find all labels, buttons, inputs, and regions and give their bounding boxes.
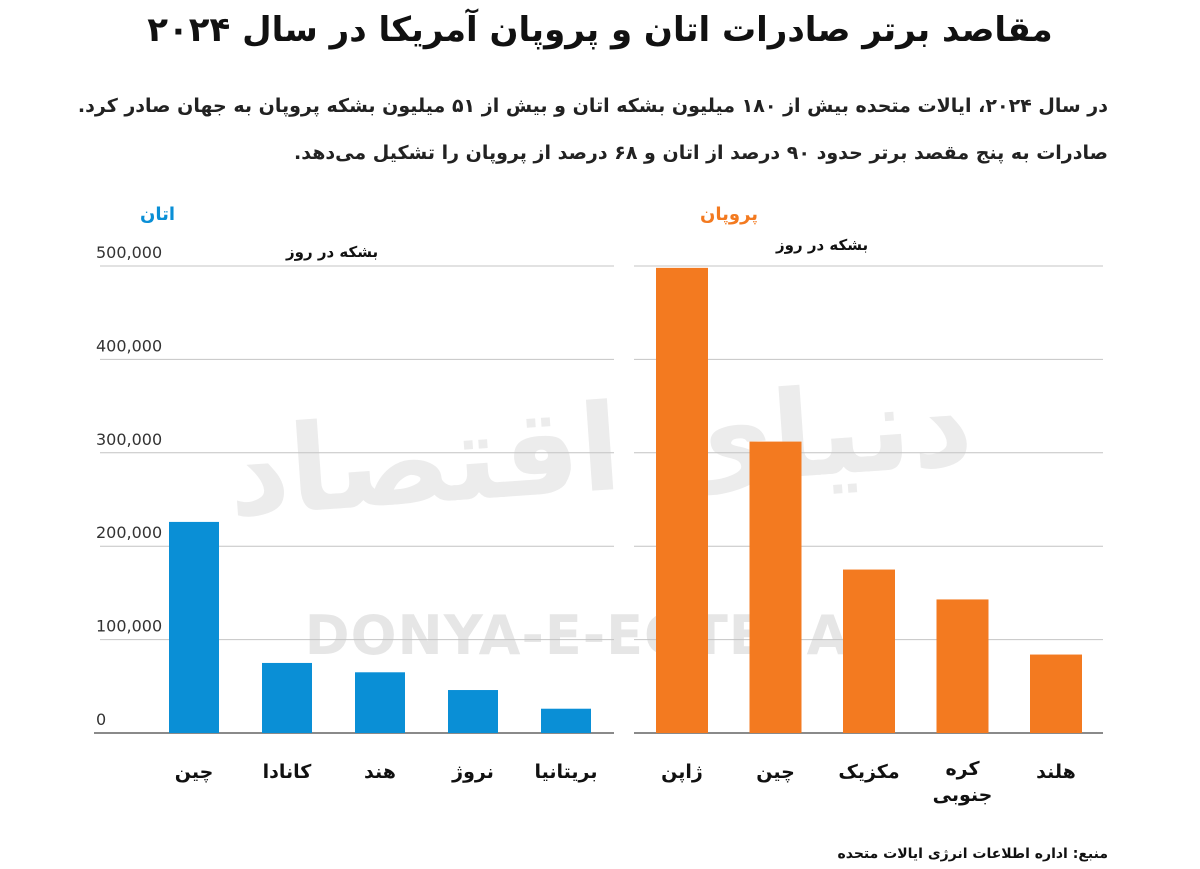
panel-title-1: پروپان — [700, 204, 758, 225]
unit-label-1: بشکه در روز — [775, 236, 868, 254]
category-label-0-4: بریتانیا — [534, 761, 597, 783]
y-tick-label-1: 100,000 — [96, 617, 162, 636]
category-label-0-3: نروژ — [451, 761, 494, 783]
category-label-0-0: چین — [175, 761, 214, 783]
unit-label-0: بشکه در روز — [285, 243, 378, 261]
category-label-0-2: هند — [364, 761, 396, 783]
category-label-1-1: چین — [756, 761, 795, 783]
y-tick-label-2: 200,000 — [96, 523, 162, 542]
bar-0-3 — [448, 690, 498, 733]
category-label-0-1: کانادا — [263, 761, 313, 783]
chart-title: مقاصد برتر صادرات اتان و پروپان آمریکا د… — [147, 10, 1053, 50]
category-label-1-4: هلند — [1036, 761, 1076, 783]
bar-1-2 — [843, 569, 895, 733]
bar-1-0 — [656, 267, 708, 733]
category-label-1-0: ژاپن — [661, 761, 703, 783]
bar-1-4 — [1030, 654, 1082, 733]
panel-title-0: اتان — [140, 204, 175, 225]
bar-1-1 — [749, 441, 802, 733]
bar-0-4 — [541, 708, 591, 733]
y-tick-label-0: 0 — [96, 710, 106, 729]
bar-1-3 — [936, 599, 989, 733]
y-tick-label-5: 500,000 — [96, 243, 162, 262]
category-label-1-3-0: کره — [945, 758, 980, 780]
category-label-1-3-1: جنوبی — [933, 784, 993, 806]
source-note: منبع: اداره اطلاعات انرژی ایالات متحده — [837, 846, 1108, 862]
subtitle-line-2: صادرات به پنج مقصد برتر حدود ۹۰ درصد از … — [294, 142, 1108, 164]
y-tick-label-4: 400,000 — [96, 336, 162, 355]
bar-0-0 — [169, 521, 219, 733]
category-label-1-2: مکزیک — [838, 761, 899, 783]
bar-0-2 — [355, 672, 405, 733]
bar-0-1 — [262, 662, 312, 733]
subtitle-line-1: در سال ۲۰۲۴، ایالات متحده بیش از ۱۸۰ میل… — [77, 95, 1108, 117]
y-tick-label-3: 300,000 — [96, 430, 162, 449]
